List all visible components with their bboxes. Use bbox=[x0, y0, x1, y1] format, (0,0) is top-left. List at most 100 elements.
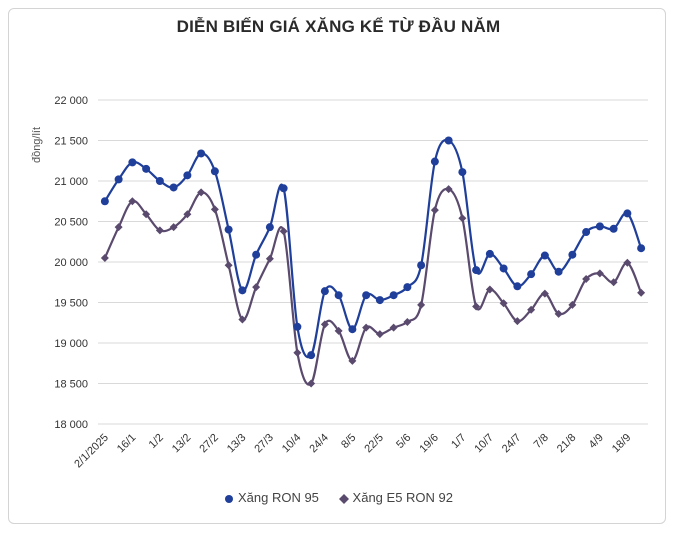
data-point[interactable] bbox=[210, 205, 219, 214]
data-point[interactable] bbox=[554, 309, 563, 318]
data-point[interactable] bbox=[527, 270, 536, 279]
data-point[interactable] bbox=[568, 300, 577, 309]
data-point[interactable] bbox=[417, 261, 426, 270]
data-point[interactable] bbox=[513, 282, 522, 291]
data-point[interactable] bbox=[375, 296, 384, 305]
x-tick-label: 1/7 bbox=[449, 432, 468, 451]
y-tick-label: 19 500 bbox=[54, 298, 88, 310]
data-point[interactable] bbox=[128, 197, 137, 206]
data-point[interactable] bbox=[238, 286, 247, 295]
diamond-marker-icon bbox=[338, 493, 349, 504]
data-point[interactable] bbox=[183, 171, 192, 180]
data-point[interactable] bbox=[527, 305, 536, 314]
data-point[interactable] bbox=[595, 222, 604, 231]
data-point[interactable] bbox=[362, 291, 371, 300]
data-point[interactable] bbox=[499, 299, 508, 308]
data-point[interactable] bbox=[197, 188, 206, 197]
series-lines bbox=[100, 136, 646, 388]
data-point[interactable] bbox=[252, 250, 261, 259]
data-point[interactable] bbox=[128, 158, 137, 167]
data-point[interactable] bbox=[142, 210, 151, 219]
gridlines bbox=[98, 99, 648, 425]
x-tick-label: 19/6 bbox=[417, 432, 441, 456]
data-point[interactable] bbox=[169, 183, 178, 192]
data-point[interactable] bbox=[375, 330, 384, 339]
data-point[interactable] bbox=[183, 210, 192, 219]
data-point[interactable] bbox=[224, 225, 233, 234]
data-point[interactable] bbox=[540, 251, 549, 260]
data-point[interactable] bbox=[307, 351, 316, 360]
data-point[interactable] bbox=[403, 283, 412, 292]
data-point[interactable] bbox=[430, 157, 439, 166]
data-point[interactable] bbox=[609, 278, 618, 287]
x-tick-label: 22/5 bbox=[362, 432, 386, 456]
data-point[interactable] bbox=[499, 264, 508, 273]
data-point[interactable] bbox=[100, 253, 109, 262]
data-point[interactable] bbox=[265, 254, 274, 263]
data-point[interactable] bbox=[444, 136, 453, 145]
data-point[interactable] bbox=[458, 214, 467, 223]
data-point[interactable] bbox=[155, 226, 164, 235]
data-point[interactable] bbox=[252, 283, 261, 292]
legend: Xăng RON 95 Xăng E5 RON 92 bbox=[0, 490, 677, 505]
legend-label-e5: Xăng E5 RON 92 bbox=[352, 490, 453, 505]
legend-item-e5[interactable]: Xăng E5 RON 92 bbox=[338, 490, 453, 505]
x-tick-label: 5/6 bbox=[394, 432, 413, 451]
data-point[interactable] bbox=[458, 168, 467, 177]
series-1 bbox=[100, 185, 646, 388]
data-point[interactable] bbox=[334, 291, 343, 300]
data-point[interactable] bbox=[238, 315, 247, 324]
data-point[interactable] bbox=[417, 300, 426, 309]
data-point[interactable] bbox=[389, 323, 398, 332]
data-point[interactable] bbox=[582, 275, 591, 284]
x-tick-labels: 2/1/2025 16/1 1/2 13/2 27/2 13/3 27/3 10/4 24/4 8… bbox=[72, 432, 633, 471]
data-point[interactable] bbox=[485, 249, 494, 258]
data-point[interactable] bbox=[485, 285, 494, 294]
data-point[interactable] bbox=[293, 322, 302, 331]
data-point[interactable] bbox=[554, 267, 563, 276]
data-point[interactable] bbox=[623, 209, 632, 218]
data-point[interactable] bbox=[293, 348, 302, 357]
x-tick-label: 10/4 bbox=[280, 432, 304, 456]
data-point[interactable] bbox=[595, 269, 604, 278]
data-point[interactable] bbox=[609, 224, 618, 233]
data-point[interactable] bbox=[389, 291, 398, 300]
data-point[interactable] bbox=[348, 325, 357, 334]
data-point[interactable] bbox=[623, 258, 632, 267]
data-point[interactable] bbox=[444, 185, 453, 194]
data-point[interactable] bbox=[224, 261, 233, 270]
data-point[interactable] bbox=[114, 223, 123, 232]
data-point[interactable] bbox=[362, 323, 371, 332]
data-point[interactable] bbox=[637, 288, 646, 297]
data-point[interactable] bbox=[334, 326, 343, 335]
data-point[interactable] bbox=[568, 250, 577, 259]
data-point[interactable] bbox=[472, 302, 481, 311]
data-point[interactable] bbox=[155, 177, 164, 185]
data-point[interactable] bbox=[114, 175, 123, 184]
data-point[interactable] bbox=[169, 223, 178, 232]
y-tick-label: 20 000 bbox=[54, 257, 88, 269]
x-tick-label: 2/1/2025 bbox=[72, 432, 111, 471]
data-point[interactable] bbox=[637, 244, 646, 253]
data-point[interactable] bbox=[307, 379, 316, 388]
data-point[interactable] bbox=[348, 356, 357, 365]
data-point[interactable] bbox=[265, 223, 274, 232]
legend-label-ron95: Xăng RON 95 bbox=[237, 490, 319, 505]
data-point[interactable] bbox=[582, 228, 591, 237]
y-tick-label: 22 000 bbox=[54, 95, 88, 107]
data-point[interactable] bbox=[472, 266, 481, 275]
data-point[interactable] bbox=[279, 227, 288, 236]
data-point[interactable] bbox=[320, 287, 329, 296]
data-point[interactable] bbox=[403, 317, 412, 326]
data-point[interactable] bbox=[320, 320, 329, 329]
data-point[interactable] bbox=[540, 289, 549, 298]
data-point[interactable] bbox=[197, 149, 206, 158]
data-point[interactable] bbox=[430, 206, 439, 215]
data-point[interactable] bbox=[513, 317, 522, 326]
data-point[interactable] bbox=[210, 167, 219, 176]
legend-item-ron95[interactable]: Xăng RON 95 bbox=[224, 490, 319, 505]
data-point[interactable] bbox=[279, 184, 288, 193]
data-point[interactable] bbox=[142, 164, 151, 173]
data-point[interactable] bbox=[100, 197, 109, 206]
